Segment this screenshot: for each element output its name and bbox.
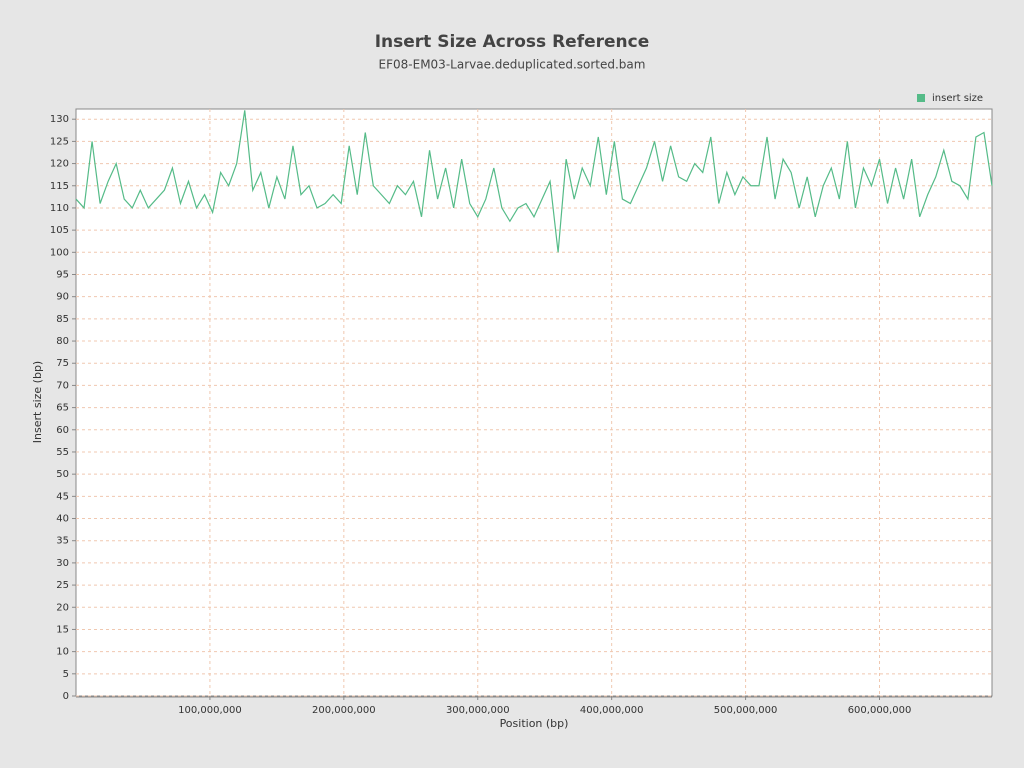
- y-tick-label: 70: [56, 380, 69, 391]
- y-tick-label: 90: [56, 292, 69, 303]
- y-tick-label: 55: [56, 447, 69, 458]
- x-axis-label: Position (bp): [500, 717, 569, 730]
- y-tick-label: 25: [56, 580, 69, 591]
- x-tick-label: 200,000,000: [312, 705, 376, 716]
- y-tick-label: 35: [56, 536, 69, 547]
- y-tick-label: 80: [56, 336, 69, 347]
- x-tick-label: 300,000,000: [446, 705, 510, 716]
- y-tick-label: 115: [50, 181, 69, 192]
- y-tick-label: 50: [56, 469, 69, 480]
- x-tick-label: 500,000,000: [714, 705, 778, 716]
- y-tick-label: 110: [50, 203, 69, 214]
- y-tick-label: 100: [50, 247, 69, 258]
- y-tick-label: 60: [56, 425, 69, 436]
- data-line: [75, 110, 993, 253]
- chart-title: Insert Size Across Reference: [375, 32, 650, 52]
- y-tick-label: 20: [56, 602, 69, 613]
- y-tick-label: 105: [50, 225, 69, 236]
- legend-label: insert size: [932, 93, 983, 104]
- y-tick-label: 95: [56, 269, 69, 280]
- y-tick-label: 120: [50, 159, 69, 170]
- x-tick-label: 400,000,000: [580, 705, 644, 716]
- y-tick-label: 10: [56, 647, 69, 658]
- y-tick-label: 85: [56, 314, 69, 325]
- y-axis-label: Insert size (bp): [31, 361, 44, 443]
- y-tick-label: 65: [56, 403, 69, 414]
- y-tick-label: 125: [50, 136, 69, 147]
- y-tick-label: 45: [56, 491, 69, 502]
- y-tick-label: 5: [63, 669, 69, 680]
- y-tick-label: 30: [56, 558, 69, 569]
- plot-area: [75, 108, 993, 697]
- x-tick-label: 100,000,000: [178, 705, 242, 716]
- y-tick-label: 0: [63, 691, 69, 702]
- y-tick-label: 15: [56, 624, 69, 635]
- x-tick-label: 600,000,000: [848, 705, 912, 716]
- chart-subtitle: EF08-EM03-Larvae.deduplicated.sorted.bam: [379, 58, 646, 72]
- y-tick-label: 40: [56, 514, 69, 525]
- y-tick-label: 75: [56, 358, 69, 369]
- y-tick-label: 130: [50, 114, 69, 125]
- legend-swatch: [917, 94, 925, 102]
